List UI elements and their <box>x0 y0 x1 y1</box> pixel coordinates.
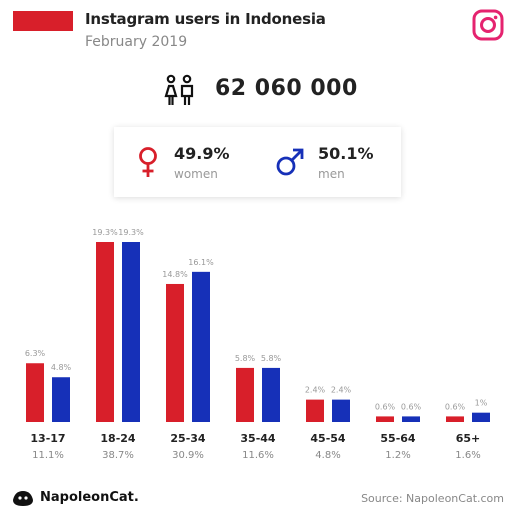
footer-source: Source: NapoleonCat.com <box>361 492 504 505</box>
bar-value-label: 0.6% <box>375 402 396 411</box>
bar-value-label: 19.3% <box>118 228 144 237</box>
bar-value-label: 16.1% <box>188 258 214 267</box>
bar-45-54-women <box>306 399 324 422</box>
age-gender-bar-chart: 6.3% 4.8% 13-17 11.1% 19.3% 19.3% 18-24 38.7% 14… <box>25 228 490 461</box>
women-label: women <box>174 167 218 181</box>
bar-13-17-men <box>52 377 70 422</box>
category-total-label: 4.8% <box>315 450 340 461</box>
total-users-value: 62 060 000 <box>215 76 358 101</box>
bar-45-54-men <box>332 399 350 422</box>
bar-value-label: 2.4% <box>305 386 326 395</box>
chart-title: Instagram users in Indonesia <box>85 10 326 28</box>
bar-value-label: 0.6% <box>445 402 466 411</box>
bar-13-17-women <box>26 363 44 422</box>
chart-subtitle: February 2019 <box>85 34 188 50</box>
category-total-label: 11.6% <box>242 450 274 461</box>
bar-value-label: 1% <box>475 399 488 408</box>
category-total-label: 1.6% <box>455 450 480 461</box>
footer-brand: NapoleonCat. <box>40 490 139 505</box>
category-total-label: 1.2% <box>385 450 410 461</box>
instagram-icon <box>472 9 504 41</box>
bar-18-24-women <box>96 242 114 422</box>
bar-value-label: 5.8% <box>261 354 282 363</box>
category-label: 25-34 <box>170 432 206 445</box>
gender-split-card: 49.9% women 50.1% men <box>114 127 401 197</box>
bar-35-44-women <box>236 367 254 422</box>
bar-25-34-women <box>166 283 184 422</box>
category-total-label: 30.9% <box>172 450 204 461</box>
category-label: 13-17 <box>30 432 65 445</box>
bar-55-64-men <box>402 416 420 422</box>
bar-value-label: 6.3% <box>25 349 46 358</box>
bar-value-label: 14.8% <box>162 270 188 279</box>
category-label: 55-64 <box>380 432 416 445</box>
bar-value-label: 5.8% <box>235 354 256 363</box>
indonesia-flag-icon <box>13 11 73 31</box>
bar-65+-women <box>446 416 464 422</box>
napoleoncat-logo-icon <box>13 491 33 506</box>
bar-value-label: 2.4% <box>331 386 352 395</box>
male-icon <box>276 148 304 176</box>
category-label: 45-54 <box>310 432 346 445</box>
category-label: 35-44 <box>240 432 276 445</box>
total-users: 62 060 000 <box>0 70 516 110</box>
category-total-label: 38.7% <box>102 450 134 461</box>
bar-value-label: 0.6% <box>401 402 422 411</box>
bar-65+-men <box>472 412 490 422</box>
category-label: 18-24 <box>100 432 136 445</box>
bar-35-44-men <box>262 367 280 422</box>
bar-value-label: 4.8% <box>51 363 72 372</box>
bar-25-34-men <box>192 271 210 422</box>
men-label: men <box>318 167 345 181</box>
bar-value-label: 19.3% <box>92 228 118 237</box>
female-icon <box>139 147 157 177</box>
men-percentage: 50.1% <box>318 144 374 163</box>
bar-55-64-women <box>376 416 394 422</box>
category-label: 65+ <box>456 432 481 445</box>
people-icon <box>164 74 194 105</box>
category-total-label: 11.1% <box>32 450 64 461</box>
bar-18-24-men <box>122 242 140 422</box>
women-percentage: 49.9% <box>174 144 230 163</box>
